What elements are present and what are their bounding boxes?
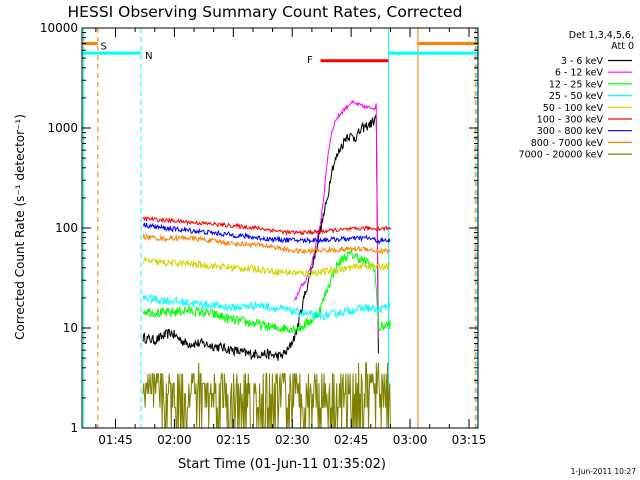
x-tick-label-4: 02:45 xyxy=(334,433,369,447)
legend-label-7: 800 - 7000 keV xyxy=(531,138,604,149)
x-tick-label-1: 02:00 xyxy=(157,433,192,447)
legend-header-1: Att 0 xyxy=(611,41,634,52)
state-bar-label-0: S xyxy=(101,41,107,52)
y-tick-label-2: 100 xyxy=(55,221,78,235)
legend-label-6: 300 - 800 keV xyxy=(537,126,604,137)
legend-label-3: 25 - 50 keV xyxy=(549,91,604,102)
plot-area: S N F xyxy=(82,28,478,428)
state-bar-label-2: N xyxy=(145,51,152,62)
x-tick-label-5: 03:00 xyxy=(393,433,428,447)
series-line-7 xyxy=(142,233,391,255)
axes: 1 10 100 1000 10000 01:45 02:00 02:15 02:30 02:45… xyxy=(40,21,486,447)
legend-label-5: 100 - 300 keV xyxy=(537,115,604,126)
series-line-5 xyxy=(142,215,391,237)
x-tick-label-2: 02:15 xyxy=(216,433,251,447)
legend-label-1: 6 - 12 keV xyxy=(555,68,604,79)
legend-label-4: 50 - 100 keV xyxy=(543,103,604,114)
series-line-6 xyxy=(142,222,391,246)
legend-label-0: 3 - 6 keV xyxy=(561,56,604,67)
legend-label-8: 7000 - 20000 keV xyxy=(519,150,604,161)
y-tick-label-3: 1000 xyxy=(47,121,78,135)
x-tick-label-0: 01:45 xyxy=(98,433,133,447)
series-line-0 xyxy=(142,114,379,361)
x-tick-label-6: 03:15 xyxy=(452,433,487,447)
series-line-2 xyxy=(142,248,391,334)
x-axis-label: Start Time (01-Jun-11 01:35:02) xyxy=(178,457,386,472)
legend-header-0: Det 1,3,4,5,6, xyxy=(569,30,634,41)
chart-title: HESSI Observing Summary Count Rates, Cor… xyxy=(68,3,463,21)
y-tick-label-0: 1 xyxy=(70,421,78,435)
y-tick-label-4: 10000 xyxy=(40,21,78,35)
state-bar-label-4: F xyxy=(307,55,313,66)
series-line-3 xyxy=(142,293,391,320)
y-axis-label: Corrected Count Rate (s⁻¹ detector⁻¹) xyxy=(13,114,27,340)
series-line-8 xyxy=(142,362,391,428)
series-line-4 xyxy=(142,255,391,278)
y-tick-label-1: 10 xyxy=(63,321,78,335)
x-tick-label-3: 02:30 xyxy=(275,433,310,447)
timestamp: 1-Jun-2011 10:27 xyxy=(571,467,637,476)
legend-label-2: 12 - 25 keV xyxy=(549,79,604,90)
